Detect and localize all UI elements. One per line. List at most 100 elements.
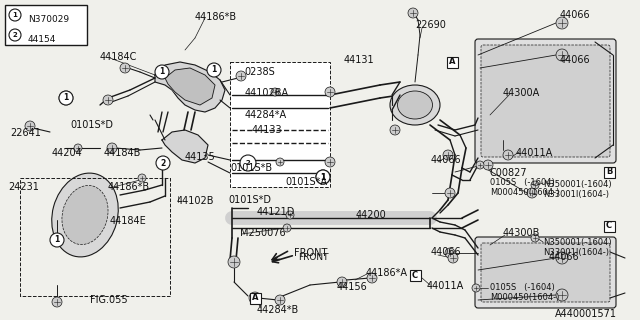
Text: 44300A: 44300A xyxy=(503,88,540,98)
Text: 44066: 44066 xyxy=(560,10,591,20)
Text: 0238S: 0238S xyxy=(244,67,275,77)
Circle shape xyxy=(283,224,291,232)
Text: 44184B: 44184B xyxy=(104,148,141,158)
Circle shape xyxy=(531,181,539,189)
Circle shape xyxy=(448,253,458,263)
Bar xyxy=(447,57,458,68)
Text: 1: 1 xyxy=(159,68,164,76)
Circle shape xyxy=(52,297,62,307)
Text: 1: 1 xyxy=(54,236,60,244)
Text: FIG.055: FIG.055 xyxy=(90,295,127,305)
Text: 44184C: 44184C xyxy=(100,52,138,62)
Bar xyxy=(604,220,614,231)
Circle shape xyxy=(103,95,113,105)
Circle shape xyxy=(276,158,284,166)
Bar xyxy=(20,178,170,296)
Circle shape xyxy=(59,91,73,105)
Text: N33001I(1604-): N33001I(1604-) xyxy=(543,248,609,257)
Circle shape xyxy=(531,234,539,242)
Circle shape xyxy=(156,156,170,170)
Circle shape xyxy=(316,170,330,184)
Text: N33001I(1604-): N33001I(1604-) xyxy=(543,190,609,199)
Text: 0101S*B: 0101S*B xyxy=(230,163,272,173)
Text: N350001(-1604): N350001(-1604) xyxy=(543,238,612,247)
Text: N370029: N370029 xyxy=(28,14,69,23)
Text: N350001(-1604): N350001(-1604) xyxy=(543,180,612,189)
Text: 2: 2 xyxy=(161,158,166,167)
Text: 22641: 22641 xyxy=(10,128,41,138)
Text: C: C xyxy=(412,270,418,279)
Text: 22690: 22690 xyxy=(415,20,446,30)
Circle shape xyxy=(275,295,285,305)
Text: 44300B: 44300B xyxy=(503,228,540,238)
Circle shape xyxy=(556,17,568,29)
Text: 44135: 44135 xyxy=(185,152,216,162)
Bar xyxy=(230,62,330,187)
Circle shape xyxy=(325,87,335,97)
Circle shape xyxy=(59,91,73,105)
Text: 1: 1 xyxy=(211,66,216,75)
Circle shape xyxy=(472,284,480,292)
Circle shape xyxy=(316,170,330,184)
Bar xyxy=(410,269,420,281)
Polygon shape xyxy=(155,62,225,112)
Text: 44066: 44066 xyxy=(431,247,461,257)
Text: C: C xyxy=(606,221,612,230)
Circle shape xyxy=(207,63,221,77)
Circle shape xyxy=(556,289,568,301)
FancyBboxPatch shape xyxy=(475,39,616,163)
Text: M250076: M250076 xyxy=(240,228,285,238)
Text: 0101S*D: 0101S*D xyxy=(70,120,113,130)
Text: 2: 2 xyxy=(13,32,17,38)
Text: 0101S*D: 0101S*D xyxy=(228,195,271,205)
Circle shape xyxy=(25,121,35,131)
Text: 44156: 44156 xyxy=(337,282,368,292)
Text: 44121D: 44121D xyxy=(257,207,296,217)
Circle shape xyxy=(74,144,82,152)
Ellipse shape xyxy=(390,85,440,125)
Circle shape xyxy=(240,155,256,171)
Text: FRONT: FRONT xyxy=(294,248,328,258)
Text: 44102B: 44102B xyxy=(177,196,214,206)
Circle shape xyxy=(271,88,279,96)
Text: C00827: C00827 xyxy=(490,168,527,178)
Circle shape xyxy=(155,65,169,79)
Text: 0101S*A: 0101S*A xyxy=(285,177,327,187)
Circle shape xyxy=(367,273,377,283)
FancyBboxPatch shape xyxy=(475,237,616,308)
Text: 44284*A: 44284*A xyxy=(245,110,287,120)
Circle shape xyxy=(50,233,64,247)
FancyBboxPatch shape xyxy=(481,243,610,302)
Circle shape xyxy=(445,188,455,198)
Text: 44186*B: 44186*B xyxy=(108,182,150,192)
Circle shape xyxy=(527,188,537,198)
Circle shape xyxy=(503,150,513,160)
Text: 1: 1 xyxy=(63,93,68,102)
Circle shape xyxy=(408,8,418,18)
Text: 1: 1 xyxy=(321,172,326,181)
Ellipse shape xyxy=(62,186,108,244)
FancyBboxPatch shape xyxy=(481,45,610,157)
Text: A: A xyxy=(252,293,259,302)
Text: 44186*B: 44186*B xyxy=(195,12,237,22)
Polygon shape xyxy=(165,68,215,105)
Circle shape xyxy=(476,161,484,169)
Circle shape xyxy=(325,157,335,167)
Text: 0105S   (-1604): 0105S (-1604) xyxy=(490,283,555,292)
Ellipse shape xyxy=(52,173,118,257)
Text: 44133: 44133 xyxy=(252,125,283,135)
Text: 44011A: 44011A xyxy=(516,148,553,158)
Text: 44066: 44066 xyxy=(560,55,591,65)
Circle shape xyxy=(556,49,568,61)
Text: B: B xyxy=(606,167,612,177)
Text: 1: 1 xyxy=(321,172,326,181)
Circle shape xyxy=(483,160,493,170)
Bar xyxy=(5,5,87,45)
Text: A: A xyxy=(449,58,455,67)
Text: 44284*B: 44284*B xyxy=(257,305,300,315)
Circle shape xyxy=(107,143,117,153)
Circle shape xyxy=(52,236,62,246)
Text: 24231: 24231 xyxy=(8,182,39,192)
Text: 44066: 44066 xyxy=(549,252,580,262)
Text: 44131: 44131 xyxy=(344,55,374,65)
